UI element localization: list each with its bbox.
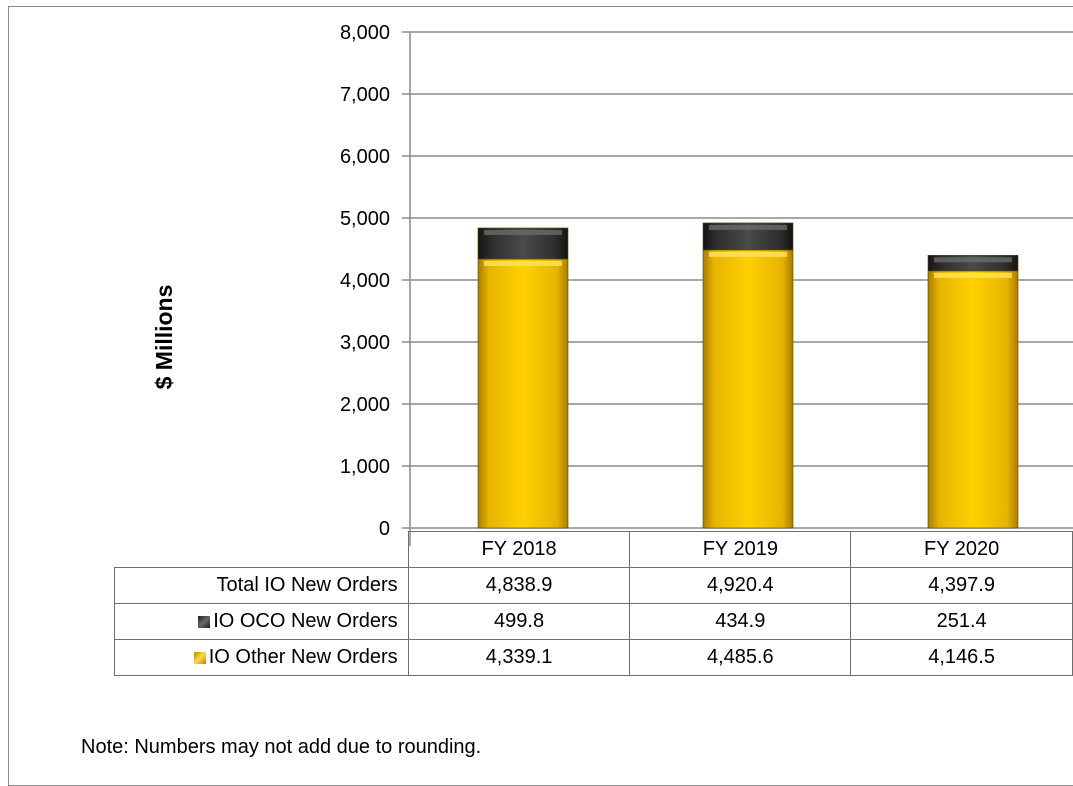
- table-row: Total IO New Orders 4,838.9 4,920.4 4,397.9: [114, 567, 1073, 604]
- table-row: IO Other New Orders 4,339.1 4,485.6 4,146.5: [114, 639, 1073, 676]
- row-label: IO Other New Orders: [114, 639, 409, 676]
- row-label-text: Total IO New Orders: [216, 574, 398, 596]
- row-label-text: IO OCO New Orders: [213, 610, 398, 632]
- table-cell: 4,146.5: [850, 639, 1073, 676]
- y-tick-label: 3,000: [340, 332, 390, 354]
- bar-io-other: [477, 258, 569, 529]
- row-label: Total IO New Orders: [114, 567, 409, 604]
- y-tick-label: 2,000: [340, 394, 390, 416]
- bar-io-other: [702, 249, 794, 529]
- table-corner: [114, 531, 409, 568]
- table-cell: 4,920.4: [629, 567, 852, 604]
- y-tick-label: 6,000: [340, 146, 390, 168]
- table-cell: 251.4: [850, 603, 1073, 640]
- bar-bevel: [484, 260, 562, 266]
- table-cell: 434.9: [629, 603, 852, 640]
- y-tick-label: 8,000: [340, 22, 390, 44]
- y-tick-label: 7,000: [340, 84, 390, 106]
- bar-bevel: [709, 251, 787, 257]
- footnote: Note: Numbers may not add due to roundin…: [81, 736, 482, 758]
- y-tick-label: 4,000: [340, 270, 390, 292]
- table-cell: 4,339.1: [407, 639, 631, 676]
- bar-io-other: [927, 270, 1019, 529]
- y-axis-label: $ Millions: [151, 285, 177, 390]
- chart-plot: 0 1,000 2,000 3,000 4,000 5,000 6,000 7,000 8,00…: [151, 22, 1073, 546]
- row-label: IO OCO New Orders: [114, 603, 409, 640]
- table-cell: 4,397.9: [850, 567, 1073, 604]
- bar-bevel: [709, 224, 787, 230]
- legend-swatch-icon: [198, 616, 211, 628]
- row-label-text: IO Other New Orders: [208, 646, 398, 668]
- y-tick-label: 5,000: [340, 208, 390, 230]
- table-header-row: FY 2018 FY 2019 FY 2020: [114, 531, 1073, 568]
- legend-swatch-icon: [193, 652, 206, 664]
- bar-bevel: [934, 257, 1012, 263]
- y-tick-label: 1,000: [340, 456, 390, 478]
- table-cell: 499.8: [407, 603, 631, 640]
- y-tick-label: 0: [379, 518, 390, 540]
- column-header: FY 2019: [629, 531, 852, 568]
- data-table: FY 2018 FY 2019 FY 2020 Total IO New Orders…: [114, 531, 1073, 676]
- table-cell: 4,485.6: [629, 639, 852, 676]
- bar-bevel: [484, 229, 562, 235]
- bar-bevel: [934, 272, 1012, 278]
- table-row: IO OCO New Orders 499.8 434.9 251.4: [114, 603, 1073, 640]
- column-header: FY 2018: [407, 531, 631, 568]
- table-cell: 4,838.9: [407, 567, 631, 604]
- column-header: FY 2020: [850, 531, 1073, 568]
